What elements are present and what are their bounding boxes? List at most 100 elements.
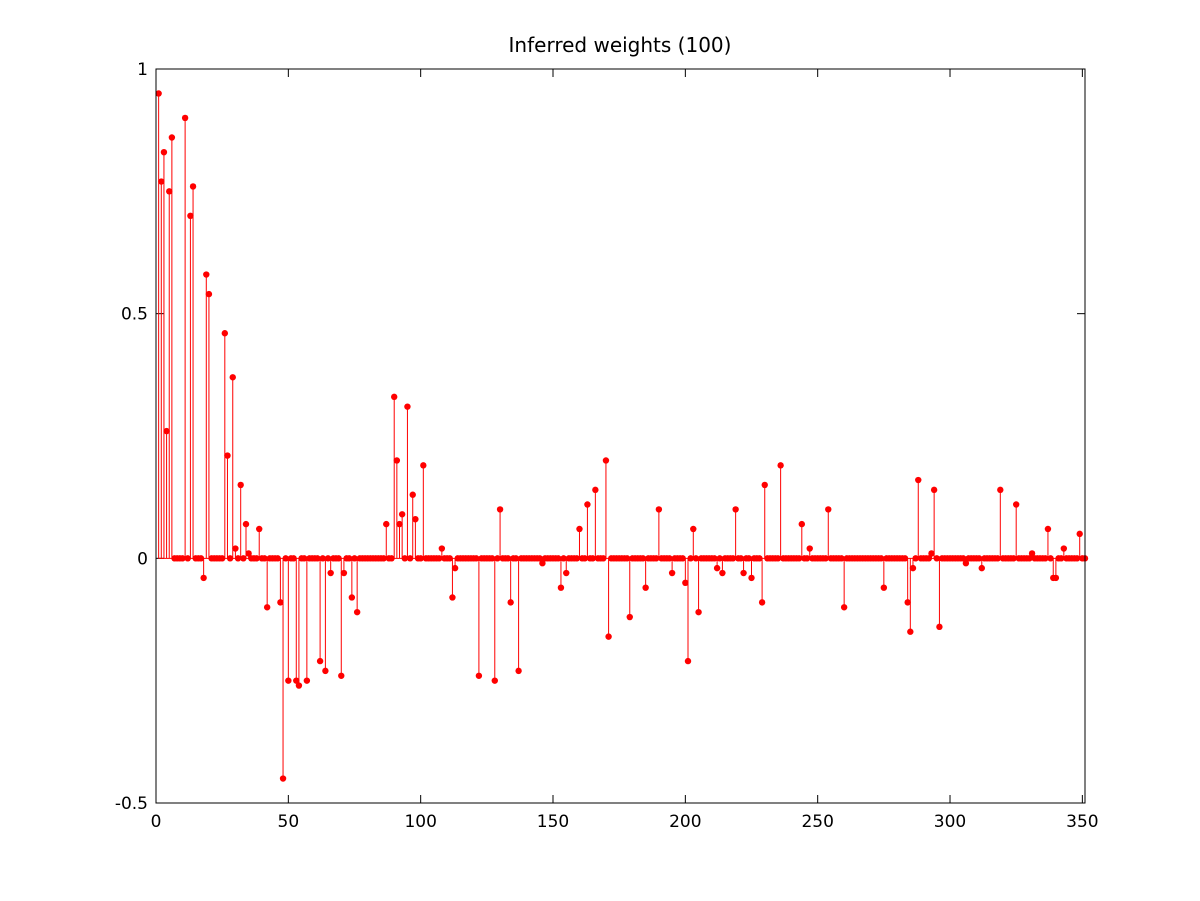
stem-marker xyxy=(488,555,496,562)
stem-marker xyxy=(346,555,353,562)
stem-marker xyxy=(507,599,514,606)
stem-marker xyxy=(907,628,914,635)
stem-marker xyxy=(1026,555,1033,562)
stem-marker xyxy=(420,462,427,469)
x-tick-label: 250 xyxy=(801,812,833,832)
stem-marker xyxy=(536,555,543,562)
stem-marker xyxy=(737,555,745,562)
stem-marker xyxy=(1028,550,1036,557)
stem-marker xyxy=(168,134,176,141)
stem-marker xyxy=(589,555,596,562)
stem-marker xyxy=(340,569,348,577)
stem-marker xyxy=(933,555,940,562)
stem-marker xyxy=(1060,545,1068,552)
stem-marker xyxy=(560,555,567,562)
stem-marker xyxy=(163,427,170,435)
stem-marker xyxy=(1057,555,1065,562)
stem-marker xyxy=(353,608,361,616)
stem-marker xyxy=(909,564,917,572)
stem-marker xyxy=(181,114,189,122)
stem-marker xyxy=(679,555,686,562)
stem-marker xyxy=(491,677,498,684)
stem-marker xyxy=(401,555,408,562)
stem-marker xyxy=(962,560,970,567)
x-tick-label: 50 xyxy=(278,812,300,832)
stem-marker xyxy=(1012,501,1020,508)
stem-marker xyxy=(729,555,737,562)
stem-marker xyxy=(348,594,356,601)
stem-marker xyxy=(295,682,303,689)
stem-marker xyxy=(314,555,321,562)
stem-marker xyxy=(380,555,387,562)
stem-marker xyxy=(960,555,967,562)
stem-marker xyxy=(626,613,633,621)
stem-marker xyxy=(623,555,631,562)
stem-marker xyxy=(994,555,1001,562)
stem-marker xyxy=(189,183,197,190)
stem-marker xyxy=(803,555,811,562)
stem-marker xyxy=(316,657,324,665)
stem-marker xyxy=(602,457,610,464)
x-tick-label: 150 xyxy=(537,812,569,832)
stem-marker xyxy=(187,212,194,219)
stem-marker xyxy=(515,667,522,675)
y-tick-label: 0.5 xyxy=(121,305,148,325)
stem-marker xyxy=(668,569,676,577)
stem-marker xyxy=(584,501,591,508)
stem-marker xyxy=(253,555,260,562)
stem-marker xyxy=(398,511,406,518)
stem-marker xyxy=(716,555,723,562)
stem-marker xyxy=(301,555,308,562)
stem-marker xyxy=(978,564,985,572)
stem-marker xyxy=(1042,555,1049,562)
stem-marker xyxy=(761,481,768,489)
stem-marker xyxy=(383,520,390,528)
stem-marker xyxy=(555,555,562,562)
stem-marker xyxy=(263,604,271,611)
stem-marker xyxy=(261,555,268,562)
stem-marker xyxy=(242,520,250,528)
x-tick-label: 300 xyxy=(934,812,966,832)
x-tick-label: 100 xyxy=(404,812,436,832)
stem-marker xyxy=(592,486,599,494)
stem-marker xyxy=(229,374,236,381)
stem-marker xyxy=(756,555,763,562)
stem-marker xyxy=(417,555,424,562)
stem-marker xyxy=(256,525,263,533)
stem-marker xyxy=(475,672,483,679)
stem-marker xyxy=(732,506,739,513)
stem-marker xyxy=(504,555,512,562)
stem-marker xyxy=(581,555,588,562)
y-tick-label: 0 xyxy=(137,549,148,569)
stem-marker xyxy=(388,555,395,562)
stem-marker xyxy=(774,555,782,562)
stem-marker xyxy=(719,569,726,577)
stem-marker xyxy=(179,555,186,562)
stem-marker xyxy=(838,555,845,562)
stem-marker xyxy=(327,569,334,577)
stem-marker xyxy=(404,403,411,410)
stem-marker xyxy=(600,555,607,562)
stem-marker xyxy=(798,520,806,528)
axes: 0 50 100 150 200 250 300 350-0.500.51 xyxy=(115,60,1099,832)
stem-marker xyxy=(901,555,909,562)
stem-marker xyxy=(438,545,446,552)
stem-marker xyxy=(666,555,673,562)
stem-marker xyxy=(806,545,813,552)
stem-marker xyxy=(184,555,191,562)
y-tick-label: 1 xyxy=(137,60,148,80)
stem-marker xyxy=(1073,555,1081,562)
stem-marker xyxy=(748,574,755,582)
stem-marker xyxy=(232,545,239,552)
stem-marker xyxy=(351,555,358,562)
stem-marker xyxy=(324,555,332,562)
stem-marker xyxy=(904,599,911,606)
stem-marker xyxy=(1044,525,1052,533)
stem-marker xyxy=(639,555,647,562)
stem-marker xyxy=(393,457,401,464)
stem-marker xyxy=(446,555,453,562)
stem-marker xyxy=(203,271,210,278)
stem-marker xyxy=(713,564,721,572)
stem-marker xyxy=(391,393,398,401)
